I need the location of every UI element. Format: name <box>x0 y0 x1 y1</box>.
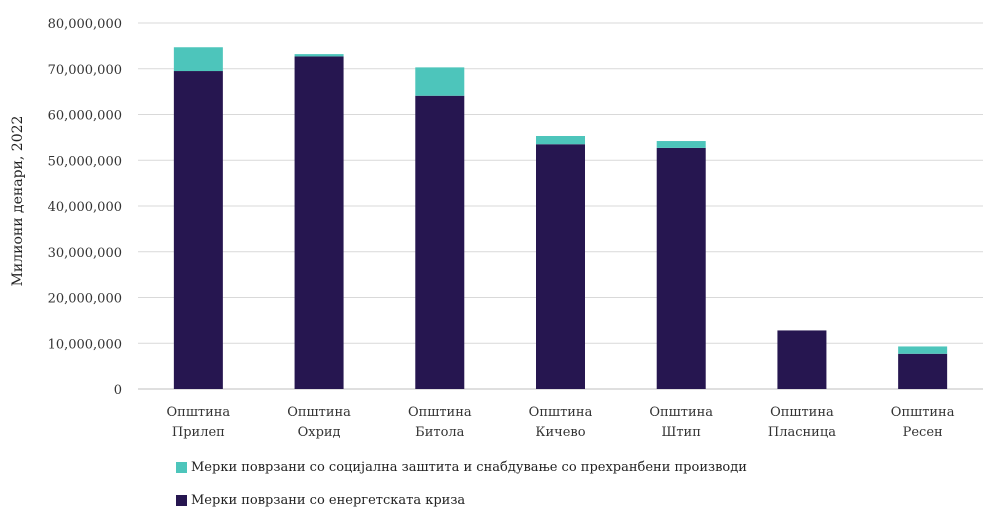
y-tick-label: 30,000,000 <box>48 246 122 261</box>
y-tick-label: 0 <box>114 383 122 398</box>
bar-energy <box>656 147 706 389</box>
y-tick-label: 40,000,000 <box>48 200 122 215</box>
x-category-label: Штип <box>662 425 701 440</box>
x-category-label: Охрид <box>298 425 341 440</box>
bar-energy <box>777 330 827 389</box>
bars <box>173 47 948 390</box>
x-category-label: Битола <box>415 425 464 440</box>
x-category-label: Пласница <box>768 425 836 440</box>
x-category-label: Општина <box>529 405 593 420</box>
legend-label-energy: Мерки поврзани со енергетската криза <box>191 493 466 508</box>
stacked-bar-chart: 0 10,000,000 20,000,000 30,000,000 40,000,00… <box>10 17 983 440</box>
legend-label-social: Мерки поврзани со социјална заштита и сн… <box>191 460 747 475</box>
x-category-label: Општина <box>770 405 834 420</box>
x-category-label: Кичево <box>535 425 585 440</box>
y-tick-label: 70,000,000 <box>48 63 122 78</box>
x-category-label: Општина <box>649 405 713 420</box>
bar-energy <box>294 56 344 390</box>
y-tick-label: 50,000,000 <box>48 154 122 169</box>
bar-social <box>415 67 465 96</box>
bar-social <box>173 47 223 72</box>
y-axis-label: Милиони денари, 2022 <box>10 116 26 287</box>
bar-energy <box>536 144 585 389</box>
x-category-label: Општина <box>287 405 351 420</box>
bar-social <box>536 136 585 145</box>
y-tick-label: 20,000,000 <box>48 292 122 307</box>
legend-swatch-energy <box>176 495 187 506</box>
bar-energy <box>898 353 948 389</box>
y-axis-ticks: 0 10,000,000 20,000,000 30,000,000 40,000,00… <box>48 17 122 398</box>
bar-energy <box>173 71 223 389</box>
bar-social <box>656 141 706 148</box>
legend-swatch-social <box>176 462 187 473</box>
legend-item-energy: Мерки поврзани со енергетската криза <box>176 493 465 508</box>
bar-social <box>898 346 948 354</box>
x-category-label: Ресен <box>903 425 943 440</box>
legend-item-social: Мерки поврзани со социјална заштита и сн… <box>176 460 747 475</box>
x-category-label: Општина <box>408 405 472 420</box>
bar-social <box>294 54 344 57</box>
x-category-label: Општина <box>167 405 231 420</box>
y-tick-label: 60,000,000 <box>48 109 122 124</box>
y-tick-label: 10,000,000 <box>48 337 122 352</box>
x-category-label: Општина <box>891 405 955 420</box>
bar-energy <box>415 95 465 390</box>
y-tick-label: 80,000,000 <box>48 17 122 32</box>
x-category-label: Прилеп <box>172 425 225 440</box>
x-axis-categories: Општина Прилеп Општина Охрид Општина Битола Оп… <box>167 405 955 440</box>
